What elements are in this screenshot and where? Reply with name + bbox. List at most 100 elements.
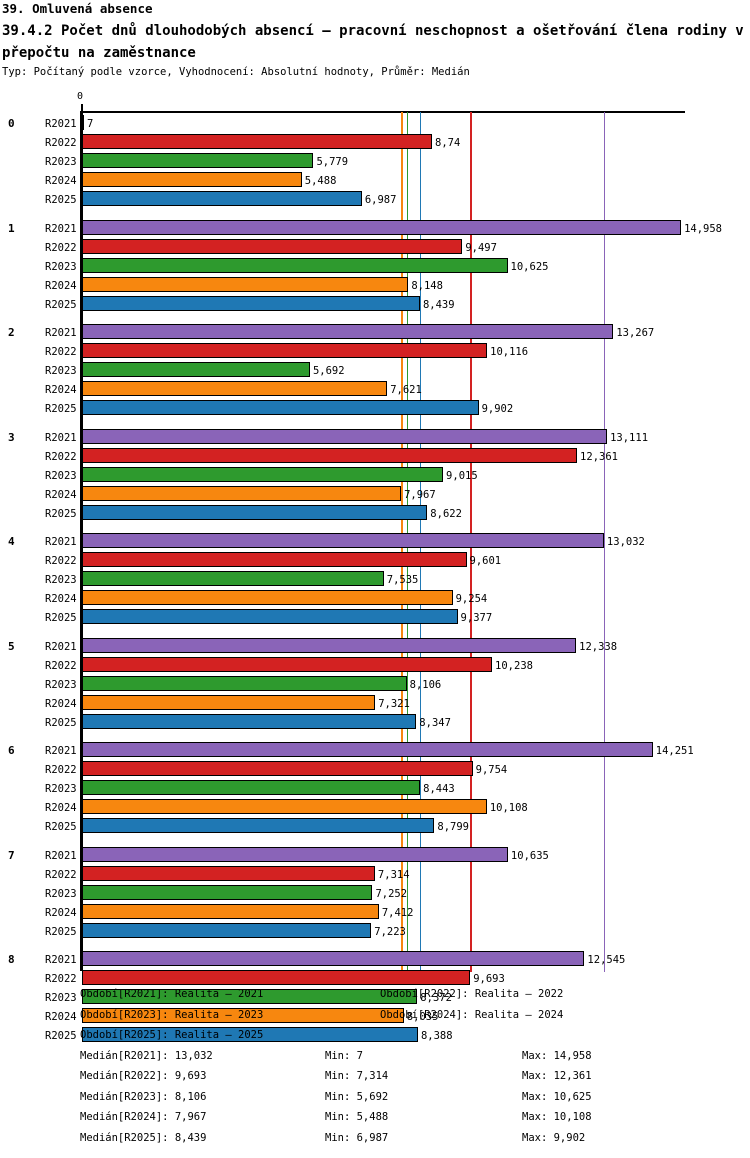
bar-r2025-4[interactable] (82, 609, 458, 624)
series-label-r2025: R2025 (45, 1030, 77, 1042)
bar-r2021-3[interactable] (82, 428, 608, 444)
bar-r2024-5[interactable] (82, 694, 376, 710)
bar-value-label: 7,252 (375, 887, 408, 900)
series-label-r2025: R2025 (45, 821, 77, 833)
bar-r2024-4[interactable] (82, 590, 453, 605)
series-label-r2024: R2024 (45, 488, 77, 501)
series-label-r2024: R2024 (45, 384, 77, 396)
bar-r2024-6[interactable] (82, 799, 487, 814)
bar-r2023-0[interactable] (82, 153, 314, 168)
legend-median-value: Medián[R2022]: 9,693 (80, 1070, 207, 1082)
bar-r2025-3[interactable] (82, 504, 428, 520)
series-label-r2023: R2023 (45, 887, 77, 900)
bar-r2025-5[interactable] (82, 713, 417, 729)
bar-r2023-6[interactable] (82, 780, 421, 795)
bar-r2024-0[interactable] (82, 172, 302, 187)
bar-value-label: 9,254 (455, 593, 488, 605)
bar-r2021-8[interactable] (82, 951, 585, 966)
series-label-r2022: R2022 (45, 241, 77, 254)
series-label-r2024: R2024 (45, 697, 77, 710)
series-label-r2025: R2025 (45, 925, 77, 938)
axis-zero-tick (81, 104, 83, 113)
bar-r2022-0[interactable] (82, 134, 433, 149)
bar-value-label: 8,347 (419, 716, 451, 729)
bar-r2023-1[interactable] (82, 257, 508, 273)
bar-r2023-3[interactable] (82, 466, 444, 482)
legend-period-entry: Období[R2024]: Realita – 2024 (380, 1008, 564, 1021)
bar-r2025-8[interactable] (82, 1027, 418, 1042)
bar-r2023-8[interactable] (82, 989, 418, 1004)
bar-r2022-6[interactable] (82, 761, 473, 776)
bar-r2025-7[interactable] (82, 922, 372, 938)
chart-subtitle: Typ: Počítaný podle vzorce, Vyhodnocení:… (2, 66, 470, 78)
bar-value-label: 13,267 (616, 327, 655, 339)
bar-value-label: 7,535 (386, 574, 419, 586)
group-label: 7 (8, 848, 15, 862)
bar-r2021-6[interactable] (82, 742, 653, 757)
bar-value-label: 8,439 (422, 298, 455, 311)
group-label: 6 (8, 744, 15, 757)
legend-median-value: Medián[R2024]: 7,967 (80, 1111, 207, 1123)
chart-top-border (80, 111, 685, 113)
bar-r2024-8[interactable] (82, 1008, 404, 1023)
series-label-r2024: R2024 (45, 1011, 77, 1023)
bar-r2024-1[interactable] (82, 276, 409, 292)
bar-r2022-4[interactable] (82, 552, 467, 567)
bar-r2021-5[interactable] (82, 637, 577, 653)
bar-value-label: 8,74 (435, 137, 461, 149)
group-label: 5 (8, 639, 15, 653)
legend-median-value: Medián[R2021]: 13,032 (80, 1049, 213, 1062)
bar-r2023-2[interactable] (82, 362, 310, 377)
legend-stats-row: Medián[R2024]: 7,967 Min: 5,488 Max: 10,10… (0, 1111, 750, 1132)
bar-r2025-1[interactable] (82, 295, 420, 311)
bar-value-label: 7,621 (390, 384, 422, 396)
bar-r2024-3[interactable] (82, 485, 402, 501)
bar-r2022-3[interactable] (82, 447, 578, 463)
bar-r2023-7[interactable] (82, 884, 373, 900)
bar-r2023-4[interactable] (82, 571, 384, 586)
series-label-r2021: R2021 (45, 118, 77, 130)
series-label-r2021: R2021 (45, 745, 77, 757)
bar-r2021-4[interactable] (82, 533, 604, 548)
series-label-r2022: R2022 (45, 868, 77, 881)
bar-value-label: 9,377 (460, 612, 493, 624)
bar-value-label: 10,625 (510, 260, 549, 273)
legend-period-entry: Období[R2021]: Realita – 2021 (80, 988, 264, 1000)
bar-r2022-1[interactable] (82, 238, 463, 254)
legend-min-value: Min: 6,987 (325, 1131, 389, 1144)
bar-r2024-7[interactable] (82, 903, 379, 919)
series-label-r2024: R2024 (45, 175, 77, 187)
bar-r2025-6[interactable] (82, 818, 435, 833)
series-label-r2024: R2024 (45, 802, 77, 814)
bar-r2022-8[interactable] (82, 970, 471, 985)
series-label-r2025: R2025 (45, 194, 77, 206)
median-line-r2021 (603, 112, 606, 972)
bar-chart: 0 0 R2021 7 R2022 8,74 R2023 5,779 R2024 5,488 R2… (0, 91, 750, 1042)
legend-stats-row: Medián[R2023]: 8,106 Min: 5,692 Max: 10,62… (0, 1091, 750, 1112)
section-heading: 39. Omluvená absence (2, 1, 153, 16)
legend-min-value: Min: 5,692 (325, 1090, 389, 1103)
series-label-r2023: R2023 (45, 260, 77, 273)
bar-r2021-0[interactable] (82, 115, 84, 130)
bar-value-label: 7,314 (377, 868, 410, 881)
bar-r2022-5[interactable] (82, 656, 493, 672)
bar-r2025-2[interactable] (82, 400, 479, 415)
bar-r2023-5[interactable] (82, 675, 407, 691)
bar-r2022-7[interactable] (82, 865, 375, 881)
bar-r2022-2[interactable] (82, 343, 488, 358)
bar-r2024-2[interactable] (82, 381, 388, 396)
bar-r2021-7[interactable] (82, 846, 508, 862)
legend-stats-row: Medián[R2022]: 9,693 Min: 7,314 Max: 12,36… (0, 1070, 750, 1091)
bar-r2021-2[interactable] (82, 324, 614, 339)
bar-value-label: 13,032 (606, 536, 645, 548)
bar-value-label: 5,488 (304, 175, 337, 187)
bar-value-label: 10,238 (495, 659, 533, 672)
bar-r2025-0[interactable] (82, 191, 362, 206)
bar-value-label: 10,116 (490, 346, 529, 358)
bar-value-label: 5,779 (316, 156, 349, 168)
series-label-r2023: R2023 (45, 156, 77, 168)
legend-median-value: Medián[R2023]: 8,106 (80, 1090, 207, 1103)
bar-r2021-1[interactable] (82, 219, 682, 235)
bar-value-label: 8,388 (420, 1030, 453, 1042)
bar-value-label: 9,902 (481, 403, 514, 415)
